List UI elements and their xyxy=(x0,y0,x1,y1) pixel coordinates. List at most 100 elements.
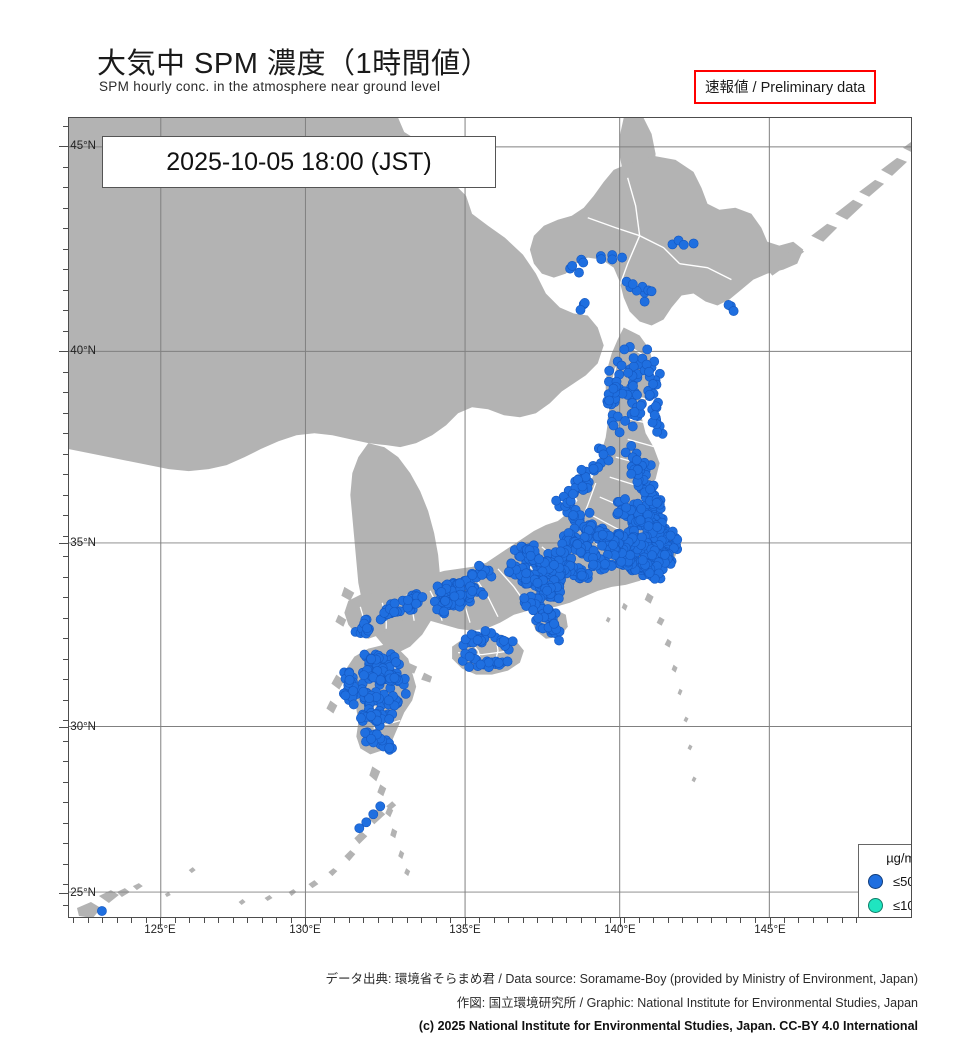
tick xyxy=(59,727,68,728)
lat-tick-45n: 45°N xyxy=(70,140,96,152)
tick xyxy=(63,494,68,496)
tick xyxy=(770,918,771,927)
page-subtitle: SPM hourly conc. in the atmosphere near … xyxy=(99,79,441,94)
lon-tick-140e: 140°E xyxy=(604,924,636,936)
lon-tick-130e: 130°E xyxy=(289,924,321,936)
tick xyxy=(63,658,68,660)
legend-swatch-1 xyxy=(868,873,883,889)
tick xyxy=(63,310,68,311)
tick xyxy=(551,918,553,923)
map-canvas[interactable]: 2025-10-05 18:00 (JST) µg/m3 ≤50 ≤100 ≤2… xyxy=(68,117,912,918)
tick xyxy=(392,918,393,923)
legend-panel: µg/m3 ≤50 ≤100 ≤200 ≤400 ≤600 ≤1000 xyxy=(858,844,912,918)
footer-data-source: データ出典: 環境省そらまめ君 / Data source: Soramame-… xyxy=(325,972,918,986)
tick xyxy=(63,515,68,516)
tick xyxy=(566,918,567,923)
tick xyxy=(450,918,451,923)
tick xyxy=(247,918,248,923)
tick xyxy=(63,412,68,414)
tick xyxy=(189,918,190,923)
tick xyxy=(63,802,68,803)
tick xyxy=(798,918,799,923)
tick xyxy=(334,918,335,923)
lon-tick-135e: 135°E xyxy=(449,924,481,936)
tick xyxy=(508,918,509,923)
tick xyxy=(305,918,306,927)
tick xyxy=(145,918,147,923)
tick xyxy=(63,166,68,168)
tick xyxy=(667,918,669,923)
tick xyxy=(73,918,74,923)
tick xyxy=(479,918,480,923)
tick xyxy=(63,330,68,332)
page-title: 大気中 SPM 濃度（1時間値） xyxy=(97,48,491,80)
map-graphic xyxy=(69,118,911,917)
tick xyxy=(435,918,437,923)
tick xyxy=(725,918,727,923)
tick xyxy=(363,918,364,923)
tick xyxy=(290,918,292,923)
tick xyxy=(856,918,857,923)
lon-tick-145e: 145°E xyxy=(754,924,786,936)
tick xyxy=(63,556,68,557)
tick xyxy=(63,699,68,701)
tick xyxy=(102,918,103,923)
legend-row: ≤50 xyxy=(859,869,911,893)
tick xyxy=(841,918,843,923)
landmass-continent xyxy=(69,118,604,472)
timestamp-box: 2025-10-05 18:00 (JST) xyxy=(102,136,496,188)
tick xyxy=(63,720,68,721)
tick xyxy=(63,638,68,639)
tick xyxy=(63,453,68,455)
tick xyxy=(595,918,596,923)
tick xyxy=(63,433,68,434)
lat-tick-30n: 30°N xyxy=(70,721,96,733)
tick xyxy=(203,918,205,923)
tick xyxy=(421,918,422,923)
tick xyxy=(174,918,176,923)
tick xyxy=(63,228,68,229)
tick xyxy=(638,918,640,923)
legend-row: ≤200 xyxy=(859,917,912,918)
tick xyxy=(63,884,68,885)
tick xyxy=(63,904,68,906)
tick xyxy=(63,781,68,783)
legend-unit-label: µg/m3 xyxy=(859,850,911,865)
tick xyxy=(319,918,321,923)
tick xyxy=(754,918,756,923)
tick xyxy=(131,918,132,923)
tick xyxy=(812,918,814,923)
tick xyxy=(377,918,379,923)
tick xyxy=(63,576,68,578)
tick xyxy=(580,918,582,923)
legend-row: ≤100 xyxy=(859,893,911,917)
tick xyxy=(465,918,466,927)
lat-tick-35n: 35°N xyxy=(70,537,96,549)
prefecture-borders-hokkaido xyxy=(587,177,732,286)
tick xyxy=(63,187,68,188)
tick xyxy=(63,269,68,270)
tick xyxy=(160,918,161,927)
tick xyxy=(276,918,277,923)
tick xyxy=(493,918,495,923)
landmass-hokkaido xyxy=(529,155,804,326)
footer-graphic-credit: 作図: 国立環境研究所 / Graphic: National Institut… xyxy=(456,996,918,1010)
tick xyxy=(63,617,68,619)
tick xyxy=(63,125,68,127)
preliminary-data-badge: 速報値 / Preliminary data xyxy=(694,70,877,104)
tick xyxy=(63,597,68,598)
tick xyxy=(63,679,68,680)
tick xyxy=(63,474,68,475)
tick xyxy=(783,918,785,923)
tick xyxy=(63,822,68,824)
station-markers xyxy=(97,235,739,916)
tick xyxy=(87,918,89,923)
tick xyxy=(63,535,68,537)
lon-tick-125e: 125°E xyxy=(144,924,176,936)
tick xyxy=(620,918,621,927)
legend-swatch-2 xyxy=(868,897,883,913)
tick xyxy=(63,392,68,393)
tick xyxy=(218,918,219,923)
tick xyxy=(59,351,68,352)
tick xyxy=(63,843,68,844)
